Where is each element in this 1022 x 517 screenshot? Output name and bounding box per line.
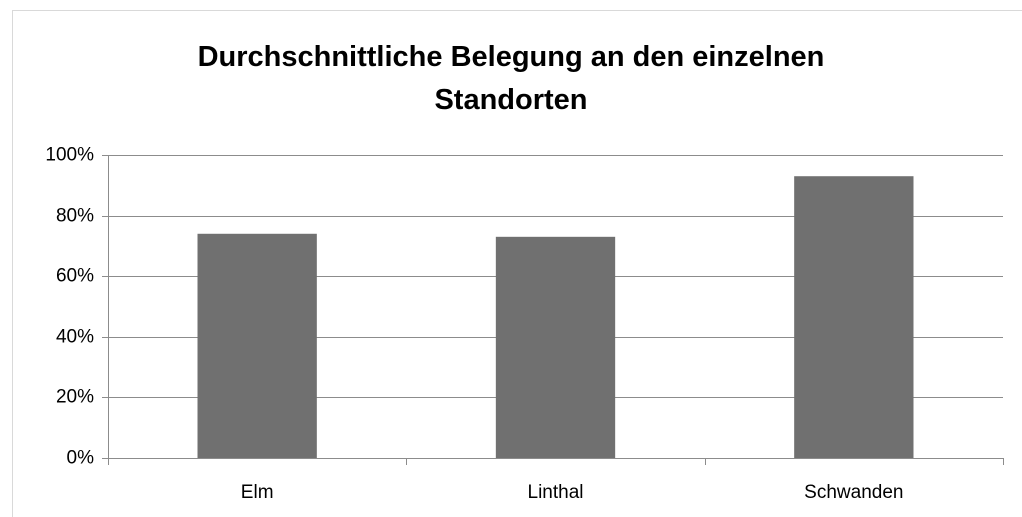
bar bbox=[794, 176, 914, 458]
y-tick-label: 0% bbox=[67, 448, 95, 469]
y-tick-label: 60% bbox=[56, 266, 94, 287]
chart-border bbox=[12, 10, 1022, 517]
x-tick-label: Schwanden bbox=[804, 482, 903, 503]
y-tick-label: 80% bbox=[56, 206, 94, 227]
y-tick-label: 40% bbox=[56, 327, 94, 348]
chart-title: Durchschnittliche Belegung an den einzel… bbox=[197, 41, 825, 116]
x-tick-label: Elm bbox=[241, 482, 274, 503]
bar bbox=[495, 236, 616, 458]
y-tick-label: 100% bbox=[45, 145, 94, 166]
y-tick-label: 20% bbox=[56, 387, 94, 408]
bar bbox=[197, 233, 317, 458]
x-tick-label: Linthal bbox=[528, 482, 584, 503]
